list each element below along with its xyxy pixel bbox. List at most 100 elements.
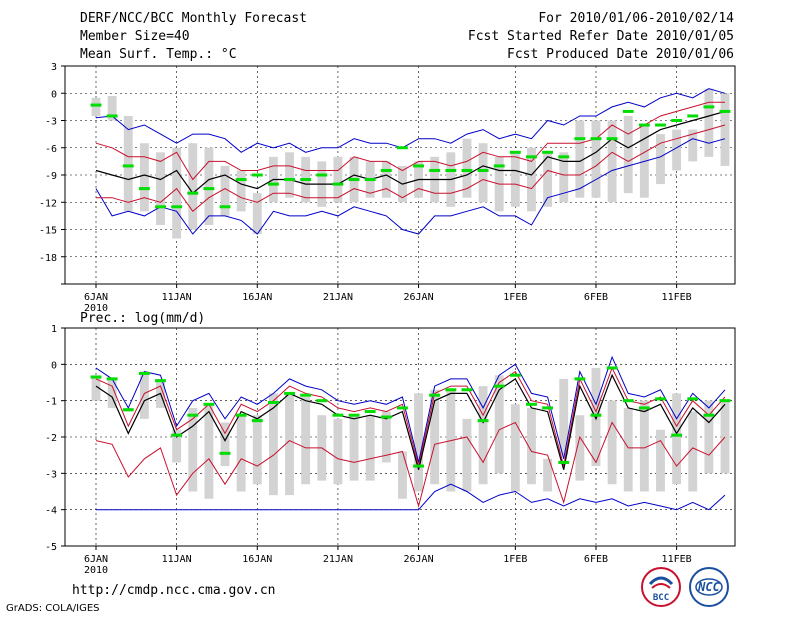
ensemble-box [188,407,198,492]
median-marker [429,168,441,172]
ensemble-box [688,129,698,162]
median-marker [251,419,263,423]
ensemble-box [543,458,553,492]
median-marker [445,388,457,392]
median-marker [606,137,618,141]
ensemble-box [139,371,149,419]
ensemble-box [478,143,488,203]
median-marker [687,114,699,118]
median-marker [703,413,715,417]
ensemble-box [204,404,214,499]
forecast-produced-date: Fcst Produced Date 2010/01/06 [507,47,734,62]
median-marker [203,402,215,406]
ensemble-box [172,147,182,239]
median-marker [348,178,360,182]
ensemble-box [301,397,311,485]
x-tick-label: 21JAN [323,554,353,565]
median-marker [509,150,521,154]
median-marker [638,123,650,127]
median-marker [590,137,602,141]
median-marker [542,150,554,154]
median-marker [380,168,392,172]
y-tick-label: 0 [51,360,57,371]
x-tick-label: 6FEB [584,554,608,565]
ensemble-box [527,147,536,212]
series-mean-line [95,373,726,470]
source-url[interactable]: http://cmdp.ncc.cma.gov.cn [72,583,276,598]
y-tick-label: 3 [51,62,57,73]
median-marker [622,399,634,403]
member-size: Member Size=40 [80,29,190,44]
median-marker [235,178,247,182]
median-marker [413,464,424,468]
y-tick-label: -9 [45,171,57,182]
median-marker [574,137,586,141]
y-tick-label: -6 [45,144,57,155]
ensemble-box [204,147,214,225]
ensemble-box [285,152,294,198]
median-marker [300,393,312,397]
y-tick-label: -1 [45,397,57,408]
median-marker [397,406,408,410]
y-tick-label: -12 [39,198,57,209]
ensemble-box [510,152,520,207]
ensemble-box [672,393,682,485]
series-minus-sd-line [96,124,726,213]
ensemble-box [704,400,714,474]
ensemble-box [123,115,133,212]
median-marker [380,415,392,419]
ensemble-box [607,400,617,485]
ensemble-box [494,375,504,474]
x-year-label: 2010 [84,303,108,314]
median-marker [155,379,166,383]
x-tick-label: 6FEB [584,292,608,303]
median-marker [687,397,699,401]
median-marker [90,375,102,379]
ncc-logo-text: NCC [697,580,720,594]
precip-panel-title: Prec.: log(mm/d) [80,311,205,326]
ensemble-box [591,120,601,198]
x-tick-label: 1FEB [503,292,527,303]
median-marker [655,397,666,401]
x-tick-label: 6JAN [84,292,108,303]
forecast-start-date: Fcst Started Refer Date 2010/01/05 [467,29,734,44]
median-marker [171,433,183,437]
variable-label: Mean Surf. Temp.: °C [80,47,237,62]
ensemble-box [462,138,472,198]
y-tick-label: -5 [45,542,57,553]
ensemble-box [639,400,649,492]
median-marker [348,413,360,417]
x-tick-label: 11JAN [162,554,192,565]
median-marker [122,164,134,168]
median-marker [106,377,118,381]
median-marker [267,182,279,186]
ensemble-box [381,411,391,463]
median-marker [316,399,328,403]
series-minimum-line [95,138,726,235]
median-marker [219,205,231,209]
ensemble-box [156,152,165,225]
ensemble-box [365,415,375,481]
y-tick-label: -15 [39,226,57,237]
median-marker [622,109,634,113]
ensemble-box [107,95,117,121]
median-marker [477,168,489,172]
median-marker [493,164,505,168]
ncc-logo: NCC [689,567,729,607]
series-plus-sd-line [95,101,725,181]
median-marker [235,413,247,417]
median-marker [526,155,537,159]
median-marker [461,168,473,172]
median-marker [316,173,328,177]
forecast-period: For 2010/01/06-2010/02/14 [538,11,734,26]
median-marker [558,460,570,464]
x-tick-label: 6JAN [84,554,108,565]
ensemble-box [559,378,569,456]
median-marker [203,187,215,191]
median-marker [171,205,183,209]
median-marker [155,205,166,209]
ensemble-box [381,161,391,198]
ensemble-box [510,404,520,492]
median-marker [251,173,263,177]
ensemble-box [349,415,359,481]
